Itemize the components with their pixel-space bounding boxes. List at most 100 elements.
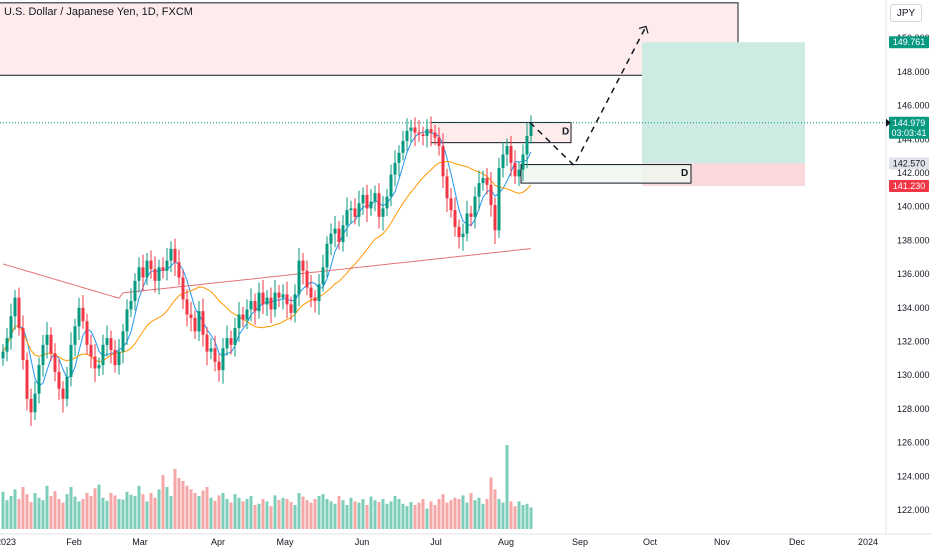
time-tick-label: Jun <box>355 537 370 547</box>
candle <box>37 357 41 404</box>
candle-body <box>437 137 441 147</box>
volume-bar <box>357 502 361 529</box>
volume-bar <box>213 500 217 529</box>
volume-bar <box>525 503 529 529</box>
volume-bar <box>197 496 201 529</box>
candle-body <box>261 292 265 305</box>
candle-body <box>53 353 57 372</box>
candle-body <box>117 351 121 366</box>
candle <box>261 279 265 315</box>
candle <box>221 338 225 384</box>
candle-body <box>237 314 241 329</box>
price-tag-value: 144.979 <box>893 118 926 128</box>
volume-bar <box>125 491 129 529</box>
candle <box>237 301 241 342</box>
candle <box>421 126 425 146</box>
candle <box>169 241 173 273</box>
candle <box>461 223 465 251</box>
volume-bar <box>25 494 29 529</box>
time-tick-label: May <box>276 537 294 547</box>
candle-body <box>245 309 249 320</box>
candle-body <box>9 316 13 339</box>
candle-body <box>69 344 73 377</box>
volume-bar <box>397 499 401 529</box>
candle-body <box>41 344 45 366</box>
volume-bar <box>65 494 69 529</box>
price-tick-label: 122.000 <box>897 505 930 515</box>
price-tick-label: 124.000 <box>897 471 930 481</box>
candle-body <box>341 225 345 243</box>
candle-body <box>85 321 89 345</box>
current-price-marker <box>886 118 891 127</box>
time-tick-label: Nov <box>714 537 731 547</box>
volume-bar <box>5 500 9 529</box>
candle-body <box>25 360 29 399</box>
candle <box>413 117 417 147</box>
candle-body <box>169 248 173 261</box>
candle-body <box>145 260 149 278</box>
candle-body <box>37 365 41 394</box>
candle-body <box>109 338 113 350</box>
candle <box>153 256 157 293</box>
candle-body <box>445 176 449 199</box>
volume-bars <box>1 445 533 529</box>
candle-body <box>501 154 505 168</box>
time-axis[interactable]: 2023 Feb Mar Apr May Jun Jul Aug Sep Oct Nov Dec 202… <box>0 533 932 547</box>
volume-bar <box>237 497 241 529</box>
candle-body <box>317 284 321 302</box>
candle-body <box>297 260 301 295</box>
candle-body <box>433 132 437 138</box>
volume-bar <box>369 496 373 529</box>
supply-zone-d <box>430 121 572 144</box>
candle <box>233 317 237 357</box>
volume-bar <box>209 497 213 529</box>
volume-bar <box>301 496 305 529</box>
volume-bar <box>57 499 61 529</box>
candle-body <box>385 196 389 209</box>
candle <box>369 189 373 216</box>
price-axis[interactable]: 122.000 124.000 126.000 128.000 130.000 132.0… <box>885 0 930 534</box>
volume-bar <box>181 481 185 529</box>
volume-bar <box>225 499 229 529</box>
candle <box>41 334 45 377</box>
candle-body <box>465 213 469 234</box>
candle-body <box>193 317 197 332</box>
price-tick-label: 140.000 <box>897 202 930 212</box>
projection-arrowhead <box>638 25 649 34</box>
time-tick-label: Apr <box>211 537 225 547</box>
candle <box>481 170 485 191</box>
candle-body <box>133 280 137 302</box>
volume-bar <box>417 502 421 529</box>
candle-body <box>17 297 21 329</box>
volume-bar <box>461 495 465 529</box>
candle <box>229 330 233 355</box>
volume-bar <box>409 502 413 529</box>
candle <box>89 334 93 369</box>
candle <box>173 238 177 276</box>
projection-path <box>529 25 649 167</box>
volume-bar <box>305 500 309 529</box>
price-tick-label: 148.000 <box>897 67 930 77</box>
candle <box>161 257 165 279</box>
currency-button[interactable]: JPY <box>890 4 922 22</box>
time-tick-label: Dec <box>789 537 806 547</box>
time-tick-label: Aug <box>498 537 514 547</box>
volume-bar <box>33 493 37 529</box>
volume-bar <box>45 485 49 529</box>
volume-bar <box>113 495 117 529</box>
candle <box>349 200 353 224</box>
time-tick-label: Jul <box>430 537 442 547</box>
price-tick-label: 144.000 <box>897 134 930 144</box>
candle <box>145 253 149 286</box>
ma-line-slow <box>2 248 532 299</box>
candle <box>21 315 25 370</box>
candle-body <box>281 294 285 298</box>
candle <box>317 274 321 315</box>
volume-bar <box>229 502 233 529</box>
volume-bar <box>293 505 297 529</box>
volume-bar <box>401 503 405 529</box>
candle <box>129 288 133 318</box>
